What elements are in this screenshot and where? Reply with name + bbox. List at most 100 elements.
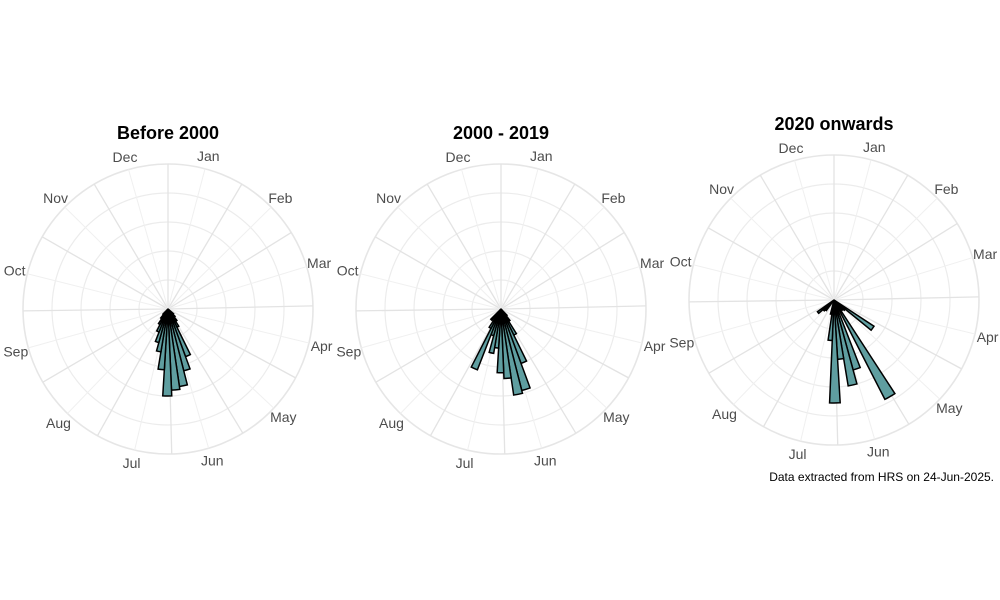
month-label-may: May	[270, 409, 296, 425]
grid-spoke	[27, 273, 169, 310]
grid-spoke	[708, 299, 835, 374]
polar-grid	[22, 163, 314, 455]
grid-spoke	[360, 273, 502, 310]
grid-spoke	[400, 308, 502, 414]
grid-spoke	[167, 308, 296, 379]
grid-spoke	[429, 308, 502, 437]
month-label-aug: Aug	[712, 406, 737, 422]
grid-spoke	[689, 299, 835, 303]
grid-spoke	[500, 168, 539, 310]
grid-spoke	[23, 308, 169, 312]
polar-bar	[161, 308, 169, 316]
panel-title: 2020 onwards	[774, 114, 893, 134]
grid-spoke	[500, 183, 576, 310]
month-label-dec: Dec	[779, 140, 804, 156]
month-label-dec: Dec	[113, 149, 138, 165]
grid-spoke	[93, 183, 169, 310]
grid-spoke	[41, 236, 169, 310]
bar-series	[816, 299, 896, 404]
bar-series	[154, 308, 192, 397]
grid-spoke	[64, 206, 169, 310]
grid-spoke	[426, 183, 502, 310]
month-label-may: May	[603, 409, 629, 425]
month-label-sep: Sep	[3, 343, 28, 359]
month-label-jun: Jun	[534, 453, 557, 469]
panel-title: Before 2000	[117, 123, 219, 143]
grid-spoke	[67, 308, 169, 414]
month-label-oct: Oct	[337, 263, 359, 279]
grid-spoke	[461, 169, 502, 310]
grid-spoke	[833, 159, 872, 301]
grid-spoke	[800, 299, 835, 442]
month-label-apr: Apr	[644, 338, 666, 354]
polar-panel-before-2000: Before 2000 Jan Feb Mar Apr May Jun Jul Aug Sep O…	[3, 123, 332, 471]
grid-spoke	[167, 183, 243, 310]
month-label-jan: Jan	[530, 148, 553, 164]
bar-series	[470, 308, 532, 396]
month-label-dec: Dec	[446, 149, 471, 165]
grid-spoke	[500, 308, 629, 379]
grid-spoke	[28, 308, 169, 349]
grid-spoke	[500, 206, 605, 310]
grid-spoke	[833, 174, 909, 301]
grid-spoke	[128, 169, 169, 310]
grid-spoke	[833, 197, 938, 301]
grid-spoke	[375, 308, 502, 383]
grid-spoke	[707, 227, 835, 301]
grid-spoke	[500, 308, 608, 409]
grid-spoke	[167, 308, 244, 434]
grid-spoke	[397, 206, 502, 310]
grid-spoke	[833, 223, 958, 301]
month-label-apr: Apr	[311, 338, 333, 354]
polar-bar	[828, 299, 841, 404]
grid-spoke	[167, 232, 292, 310]
grid-spoke	[361, 308, 502, 349]
month-label-aug: Aug	[379, 415, 404, 431]
grid-spoke	[167, 308, 275, 409]
grid-spoke	[833, 257, 973, 301]
month-label-may: May	[936, 400, 962, 416]
grid-spoke	[733, 299, 835, 405]
grid-spoke	[42, 308, 169, 383]
grid-spoke	[762, 299, 835, 428]
month-label-jan: Jan	[863, 139, 886, 155]
grid-spoke	[356, 308, 502, 312]
month-label-jul: Jul	[123, 455, 141, 471]
polar-panel-2020-onwards: 2020 onwards Jan Feb Mar Apr May Jun Jul Aug Sep…	[669, 114, 998, 462]
grid-spoke	[833, 299, 976, 335]
grid-spoke	[500, 305, 646, 310]
data-source-caption: Data extracted from HRS on 24-Jun-2025.	[769, 470, 994, 484]
grid-spoke	[833, 299, 941, 400]
polar-bar	[496, 308, 505, 374]
grid-spoke	[500, 232, 625, 310]
grid-spoke	[794, 160, 835, 301]
grid-spoke	[167, 308, 310, 344]
polar-grid	[355, 163, 647, 455]
polar-bar	[489, 308, 502, 322]
polar-panel-2000-2019: 2000 - 2019 Jan Feb Mar Apr May Jun Jul Aug Sep O…	[336, 123, 665, 471]
polar-bar	[833, 299, 896, 401]
grid-spoke	[374, 236, 502, 310]
month-label-jan: Jan	[197, 148, 220, 164]
month-label-oct: Oct	[4, 263, 26, 279]
grid-spoke	[500, 266, 640, 310]
grid-spoke	[833, 299, 962, 370]
grid-spoke	[730, 197, 835, 301]
polar-bar	[833, 299, 858, 387]
month-label-oct: Oct	[670, 254, 692, 270]
month-label-jun: Jun	[867, 444, 890, 460]
month-label-aug: Aug	[46, 415, 71, 431]
grid-spoke	[167, 206, 272, 310]
grid-spoke	[500, 308, 643, 344]
month-label-jul: Jul	[456, 455, 474, 471]
grid-spoke	[694, 299, 835, 340]
grid-spoke	[167, 168, 206, 310]
grid-spoke	[167, 266, 307, 310]
month-label-jul: Jul	[789, 446, 807, 462]
grid-spoke	[833, 296, 979, 301]
grid-spoke	[96, 308, 169, 437]
month-label-sep: Sep	[669, 334, 694, 350]
month-label-jun: Jun	[201, 453, 224, 469]
panel-title: 2000 - 2019	[453, 123, 549, 143]
